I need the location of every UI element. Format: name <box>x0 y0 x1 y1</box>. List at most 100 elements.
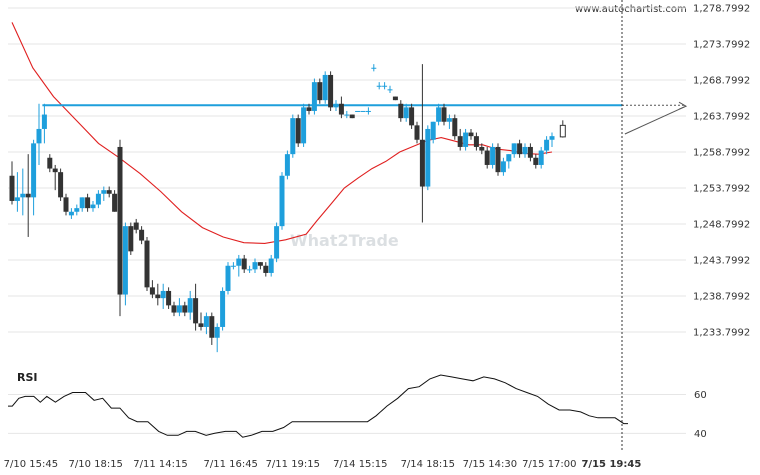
candle <box>328 71 334 111</box>
candle-body <box>79 197 85 209</box>
candle-body <box>463 132 469 147</box>
candle-body <box>149 287 155 295</box>
candle-body <box>279 175 285 227</box>
candle-body <box>182 305 188 313</box>
candle-body <box>376 85 382 87</box>
candle <box>144 236 150 291</box>
candle-body <box>187 298 193 313</box>
candle <box>452 114 458 140</box>
candle-body <box>52 168 58 173</box>
candle-body <box>31 143 37 198</box>
candle-body <box>527 146 533 158</box>
candle-body <box>106 190 112 194</box>
candle-body <box>371 67 377 69</box>
candle-body <box>301 107 307 144</box>
candle <box>392 96 398 101</box>
candle-body <box>225 265 231 291</box>
candle <box>74 204 80 216</box>
time-tick-label: 7/10 18:15 <box>68 459 122 470</box>
candle-body <box>349 114 355 119</box>
current-candle <box>559 120 566 138</box>
candle <box>333 100 339 111</box>
candle <box>203 312 209 335</box>
candle-body <box>209 316 215 338</box>
candle <box>430 121 436 144</box>
candle-body <box>198 323 204 327</box>
candle-body <box>338 103 344 115</box>
candle-body <box>47 157 53 169</box>
candle-body <box>203 316 209 327</box>
price-tick-label: 1,258.7992 <box>693 148 750 159</box>
candle <box>241 254 247 273</box>
candle-body <box>122 226 128 295</box>
candle <box>106 186 112 198</box>
candle-body <box>490 146 496 165</box>
candle <box>31 139 37 216</box>
candle <box>506 154 512 169</box>
candle <box>414 121 420 144</box>
candle <box>166 287 172 309</box>
candle <box>171 301 177 317</box>
time-tick-label: 7/15 14:30 <box>463 459 517 470</box>
candle <box>295 114 301 147</box>
price-grid <box>8 7 686 333</box>
candle-body <box>166 290 172 306</box>
candle <box>409 103 415 129</box>
candle-body <box>220 290 226 327</box>
candle-body <box>295 118 301 144</box>
candle-body <box>247 269 253 271</box>
candle-body <box>9 175 15 201</box>
candle <box>446 114 452 129</box>
candle <box>20 168 26 216</box>
candle <box>41 103 47 144</box>
candle <box>290 114 296 158</box>
candle-body <box>328 74 334 108</box>
candle-body <box>176 305 182 313</box>
candle-body <box>171 305 177 313</box>
candle <box>79 197 85 212</box>
candle <box>544 136 550 155</box>
candle-body <box>495 146 501 173</box>
candle-body <box>25 193 31 198</box>
candle <box>382 82 388 90</box>
candle-body <box>193 298 199 324</box>
candle <box>220 287 226 331</box>
candle-body <box>500 161 506 173</box>
candle <box>187 290 193 320</box>
candle <box>511 143 517 158</box>
candle-body <box>14 197 20 201</box>
candle <box>36 103 42 165</box>
candle-body <box>155 294 161 299</box>
candle-body <box>133 222 139 230</box>
candle-body <box>214 326 220 338</box>
candle-body <box>457 136 463 147</box>
candle <box>306 103 312 115</box>
candle-body <box>436 107 442 122</box>
candle-body <box>317 82 323 101</box>
time-tick-label: 7/15 19:45 <box>581 459 641 470</box>
candle-body <box>452 118 458 137</box>
rsi-line <box>8 374 628 438</box>
candle-body <box>241 258 247 270</box>
price-tick-label: 1,273.7992 <box>693 40 750 51</box>
candle <box>117 139 123 317</box>
candle-body <box>559 124 566 138</box>
time-tick-label: 7/14 18:15 <box>401 459 455 470</box>
candle-body <box>392 96 398 101</box>
candle <box>538 146 544 169</box>
candle <box>425 125 431 191</box>
candle <box>419 64 425 223</box>
candle <box>247 265 253 273</box>
candle <box>225 262 231 295</box>
price-axis: 1,278.7992 1,273.7992 1,268.7992 1,263.7992… <box>693 4 750 339</box>
candle <box>495 143 501 176</box>
candle <box>14 172 20 212</box>
candle <box>344 110 350 119</box>
candle-body <box>236 258 242 266</box>
rsi-tick-label: 60 <box>694 390 707 401</box>
candle <box>182 301 188 317</box>
candle-body <box>58 172 64 198</box>
candle <box>311 78 317 115</box>
candle <box>133 218 139 234</box>
candle-body <box>230 265 236 267</box>
